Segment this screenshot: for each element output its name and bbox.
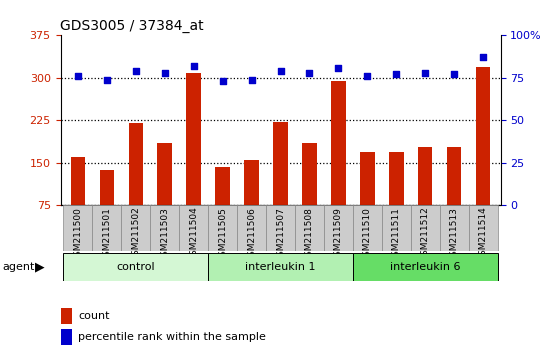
Bar [60, 329, 72, 345]
Text: GSM211504: GSM211504 [189, 207, 198, 262]
Text: percentile rank within the sample: percentile rank within the sample [78, 332, 266, 342]
Text: GSM211503: GSM211503 [160, 207, 169, 262]
Point [102, 77, 111, 82]
Bar [208, 253, 353, 281]
Point [247, 77, 256, 82]
Bar [122, 205, 150, 251]
Point [131, 68, 140, 74]
Point [421, 70, 430, 76]
Text: GSM211513: GSM211513 [450, 207, 459, 262]
Bar [129, 123, 143, 205]
Text: GSM211502: GSM211502 [131, 207, 140, 262]
Bar [411, 205, 439, 251]
Bar [469, 205, 498, 251]
Point [478, 55, 487, 60]
Text: GSM211507: GSM211507 [276, 207, 285, 262]
Bar [273, 122, 288, 205]
Text: GSM211500: GSM211500 [73, 207, 82, 262]
Bar [476, 67, 491, 205]
Bar [353, 205, 382, 251]
Bar [60, 308, 72, 324]
Text: interleukin 1: interleukin 1 [245, 262, 316, 272]
Bar [360, 152, 375, 205]
Text: GDS3005 / 37384_at: GDS3005 / 37384_at [60, 19, 204, 33]
Bar [216, 167, 230, 205]
Bar [244, 160, 259, 205]
Text: GSM211512: GSM211512 [421, 207, 430, 262]
Point [189, 63, 198, 69]
Text: GSM211505: GSM211505 [218, 207, 227, 262]
Bar [63, 205, 92, 251]
Bar [447, 147, 461, 205]
Bar [70, 157, 85, 205]
Bar [295, 205, 324, 251]
Point [276, 68, 285, 74]
Point [392, 72, 401, 77]
Bar [179, 205, 208, 251]
Text: GSM211506: GSM211506 [247, 207, 256, 262]
Bar [331, 81, 345, 205]
Text: agent: agent [3, 262, 35, 272]
Bar [266, 205, 295, 251]
Bar [92, 205, 122, 251]
Bar [418, 147, 432, 205]
Point [450, 72, 459, 77]
Text: GSM211514: GSM211514 [478, 207, 488, 262]
Bar [237, 205, 266, 251]
Bar [157, 143, 172, 205]
Point [305, 70, 314, 76]
Point [218, 79, 227, 84]
Bar [324, 205, 353, 251]
Point [160, 70, 169, 76]
Text: GSM211510: GSM211510 [363, 207, 372, 262]
Text: interleukin 6: interleukin 6 [390, 262, 460, 272]
Text: count: count [78, 311, 109, 321]
Bar [353, 253, 498, 281]
Bar [302, 143, 317, 205]
Bar [382, 205, 411, 251]
Text: GSM211509: GSM211509 [334, 207, 343, 262]
Point [74, 73, 82, 79]
Text: GSM211508: GSM211508 [305, 207, 314, 262]
Bar [389, 152, 404, 205]
Text: ▶: ▶ [35, 261, 45, 274]
Bar [100, 170, 114, 205]
Bar [63, 253, 208, 281]
Bar [186, 73, 201, 205]
Bar [439, 205, 469, 251]
Text: control: control [117, 262, 155, 272]
Point [363, 73, 372, 79]
Bar [150, 205, 179, 251]
Bar [208, 205, 237, 251]
Text: GSM211501: GSM211501 [102, 207, 111, 262]
Text: GSM211511: GSM211511 [392, 207, 401, 262]
Point [334, 65, 343, 70]
